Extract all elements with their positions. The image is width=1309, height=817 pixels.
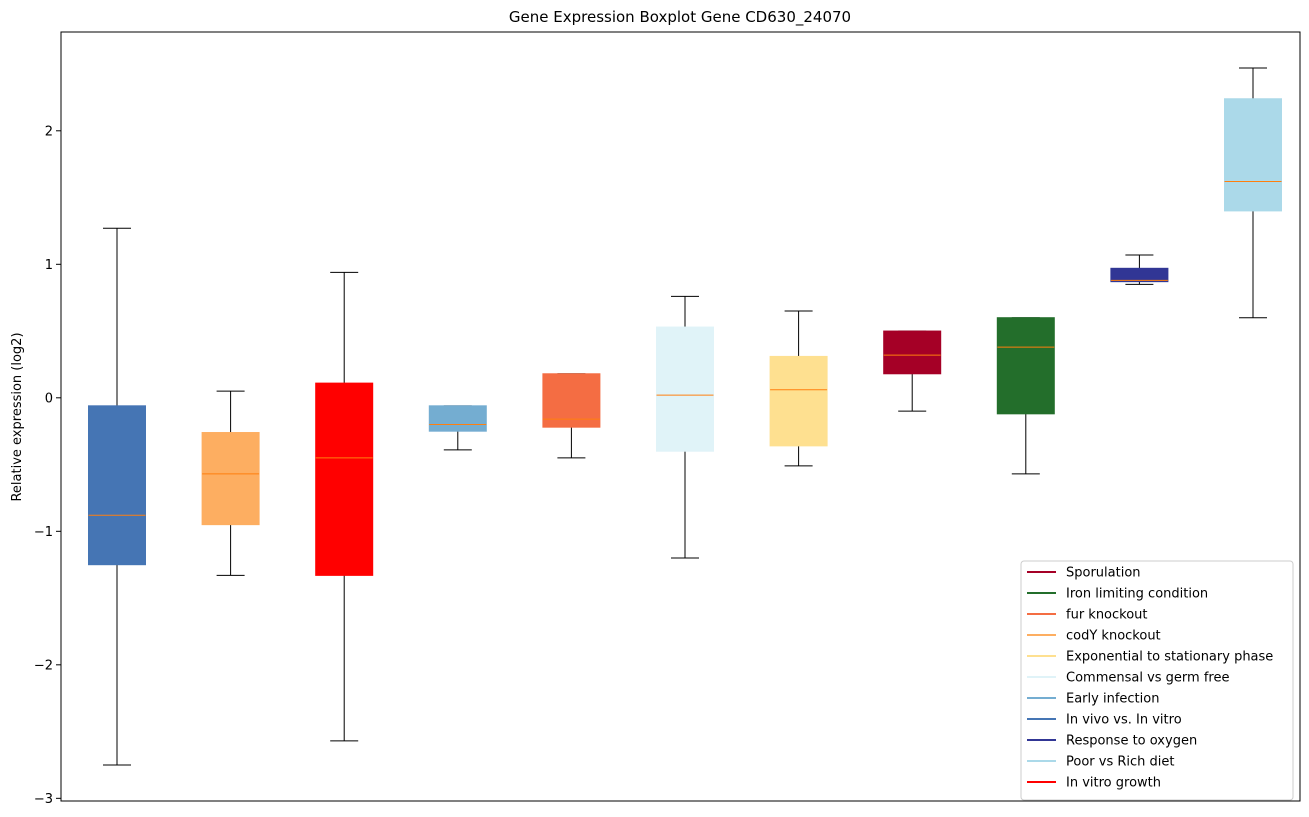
box — [315, 382, 374, 576]
legend-label: Iron limiting condition — [1066, 587, 1208, 602]
legend-frame — [1020, 560, 1294, 801]
legend-label: Commensal vs germ free — [1066, 671, 1229, 686]
box-group — [996, 317, 1055, 475]
box — [996, 317, 1055, 415]
box — [201, 432, 260, 526]
legend-label: codY knockout — [1066, 629, 1161, 644]
legend: Sporulation Iron limiting condition fur kn… — [1020, 560, 1294, 801]
legend-label: Early infection — [1066, 692, 1159, 707]
legend-label: Response to oxygen — [1066, 734, 1197, 749]
box-group — [656, 295, 714, 559]
box — [88, 405, 146, 566]
y-tick-label: 0 — [45, 391, 53, 406]
legend-label: In vivo vs. In vitro — [1066, 713, 1182, 728]
legend-label: Poor vs Rich diet — [1066, 755, 1174, 770]
box-group — [428, 405, 487, 451]
box-group — [1110, 254, 1169, 285]
box-group — [1224, 67, 1282, 319]
y-tick-label: 1 — [45, 258, 53, 273]
box-group — [769, 310, 828, 467]
plot-area — [88, 67, 1282, 766]
chart-title: Gene Expression Boxplot Gene CD630_24070 — [509, 8, 851, 27]
box-group — [542, 373, 601, 459]
legend-label: In vitro growth — [1066, 776, 1161, 791]
y-tick-label: 2 — [45, 124, 53, 139]
y-tick-label: −2 — [34, 658, 53, 673]
box — [769, 355, 828, 447]
box — [1224, 98, 1282, 212]
legend-label: Sporulation — [1066, 566, 1141, 581]
box — [542, 373, 601, 428]
y-tick-label: −3 — [34, 792, 53, 807]
plot-frame — [60, 31, 1301, 802]
legend-label: Exponential to stationary phase — [1066, 650, 1273, 665]
box-group — [315, 271, 374, 742]
box-group — [201, 390, 260, 576]
legend-label: fur knockout — [1066, 608, 1148, 623]
y-tick-label: −1 — [34, 525, 53, 540]
box-group — [88, 227, 146, 766]
box-group — [883, 330, 942, 412]
y-axis-label: Relative expression (log2) — [10, 332, 25, 501]
box — [428, 405, 487, 432]
box — [883, 330, 942, 375]
box — [656, 326, 714, 452]
box — [1110, 267, 1169, 283]
